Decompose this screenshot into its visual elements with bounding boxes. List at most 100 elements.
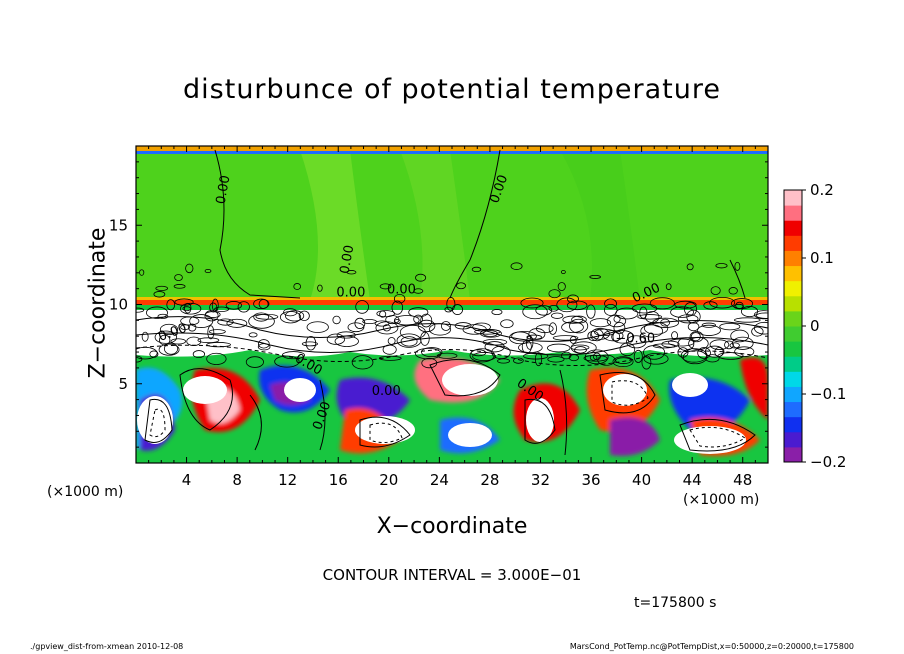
contour-blob (717, 352, 744, 360)
contour-blob (415, 273, 427, 282)
contour-blob (641, 355, 652, 370)
contour-blob (547, 356, 565, 363)
contour-blob (155, 285, 169, 291)
contour-blob (562, 315, 584, 324)
contour-blob (652, 317, 679, 328)
contour-blob (670, 306, 694, 318)
contour-blob (382, 324, 391, 332)
contour-blob (586, 304, 596, 319)
contour-blob (206, 352, 227, 365)
contour-blob (184, 302, 192, 314)
contour-blob (709, 339, 730, 350)
contour-blob (153, 291, 166, 298)
contour-blob (391, 300, 404, 315)
contour-blob (755, 312, 768, 319)
contour-blob (686, 263, 694, 271)
contour-blob (245, 356, 264, 368)
contour-blob (696, 324, 721, 336)
contour-blob (510, 262, 523, 270)
contour-blob (569, 318, 589, 334)
contour-blob (253, 312, 270, 322)
contour-label: 0.00 (387, 282, 416, 297)
colorbar-swatch (784, 295, 802, 312)
colorbar-swatch (784, 250, 802, 267)
contour-blob (643, 345, 666, 360)
contour-blob (317, 284, 323, 292)
colorbar-tick-label: 0 (810, 317, 820, 335)
contour-blob (170, 338, 187, 345)
contour-blob (677, 347, 689, 358)
colorbar-swatch (784, 310, 802, 327)
contour-blob (611, 330, 635, 344)
contour-blob (393, 293, 406, 304)
colorbar-tick-label: 0.1 (810, 249, 834, 267)
contour-blob (436, 352, 458, 359)
contour-blob (587, 330, 599, 341)
colorbar-swatch (784, 220, 802, 236)
contour-blob (400, 336, 418, 347)
contour-blob (186, 336, 202, 347)
contour-blob (680, 348, 708, 363)
contour-blob (217, 318, 234, 326)
contour-interval-label: CONTOUR INTERVAL = 3.000E−01 (322, 566, 582, 584)
x-unit-label-right: (×1000 m) (683, 492, 760, 508)
contour-blob (207, 325, 215, 340)
contour-blob (197, 337, 220, 344)
contour-blob (351, 355, 374, 370)
contour-blob (469, 348, 495, 363)
contour-blob (754, 321, 768, 335)
contour-blob (719, 322, 741, 331)
contour-blob (446, 297, 456, 312)
contour-blob (136, 307, 145, 313)
contour-blob (248, 332, 258, 338)
x-tick-label: 4 (182, 471, 192, 489)
contour-blob (633, 349, 643, 363)
contour-blob (257, 339, 270, 349)
contour-blob (668, 338, 695, 347)
contour-blob (509, 331, 531, 345)
contour-blob (606, 314, 627, 328)
contour-blob (526, 334, 542, 340)
contour-blob (208, 329, 226, 335)
contour-blob (387, 337, 396, 345)
contour-blob (274, 355, 300, 368)
contour-blob (182, 306, 191, 312)
contour-blob (159, 334, 171, 346)
contour-blob (689, 331, 704, 343)
contour-blob (332, 315, 341, 325)
contour-blob (561, 321, 584, 333)
x-tick-label: 20 (379, 471, 398, 489)
contour-blob (281, 351, 305, 360)
contour-blob (379, 310, 387, 318)
x-tick-label: 32 (531, 471, 550, 489)
contour-blob (491, 309, 503, 316)
contour-blob (417, 319, 436, 333)
contour-blob (204, 268, 212, 274)
contour-blob (728, 287, 738, 295)
contour-blob (378, 355, 402, 361)
contour-blob (637, 314, 663, 320)
contour-blob (704, 345, 725, 358)
contour-blob (355, 300, 369, 314)
contour-blob (415, 347, 442, 360)
colorbar: 0.2 0.1 0 −0.1 −0.2 (783, 181, 846, 471)
footer-command: ./gpview_dist-from-xmean 2010-12-08 (30, 642, 184, 651)
contour-blob (733, 317, 761, 323)
contour-blob (326, 333, 346, 345)
chart-title: disturbunce of potential temperature (183, 74, 721, 105)
contour-blob (733, 303, 744, 310)
time-label: t=175800 s (634, 595, 717, 611)
contour-blob (753, 310, 768, 320)
x-tick-label: 8 (232, 471, 242, 489)
contour-blob (474, 329, 501, 335)
contour-blob (141, 331, 149, 342)
colorbar-swatch (784, 341, 802, 357)
contour-blob (520, 297, 544, 309)
contour-blob (724, 340, 734, 350)
contour-blob (376, 310, 395, 318)
contour-label: 0.00 (214, 174, 234, 205)
colorbar-swatch (784, 401, 802, 418)
contour-blob (568, 354, 580, 362)
contour-blob (279, 311, 302, 324)
contour-blob (571, 315, 587, 324)
